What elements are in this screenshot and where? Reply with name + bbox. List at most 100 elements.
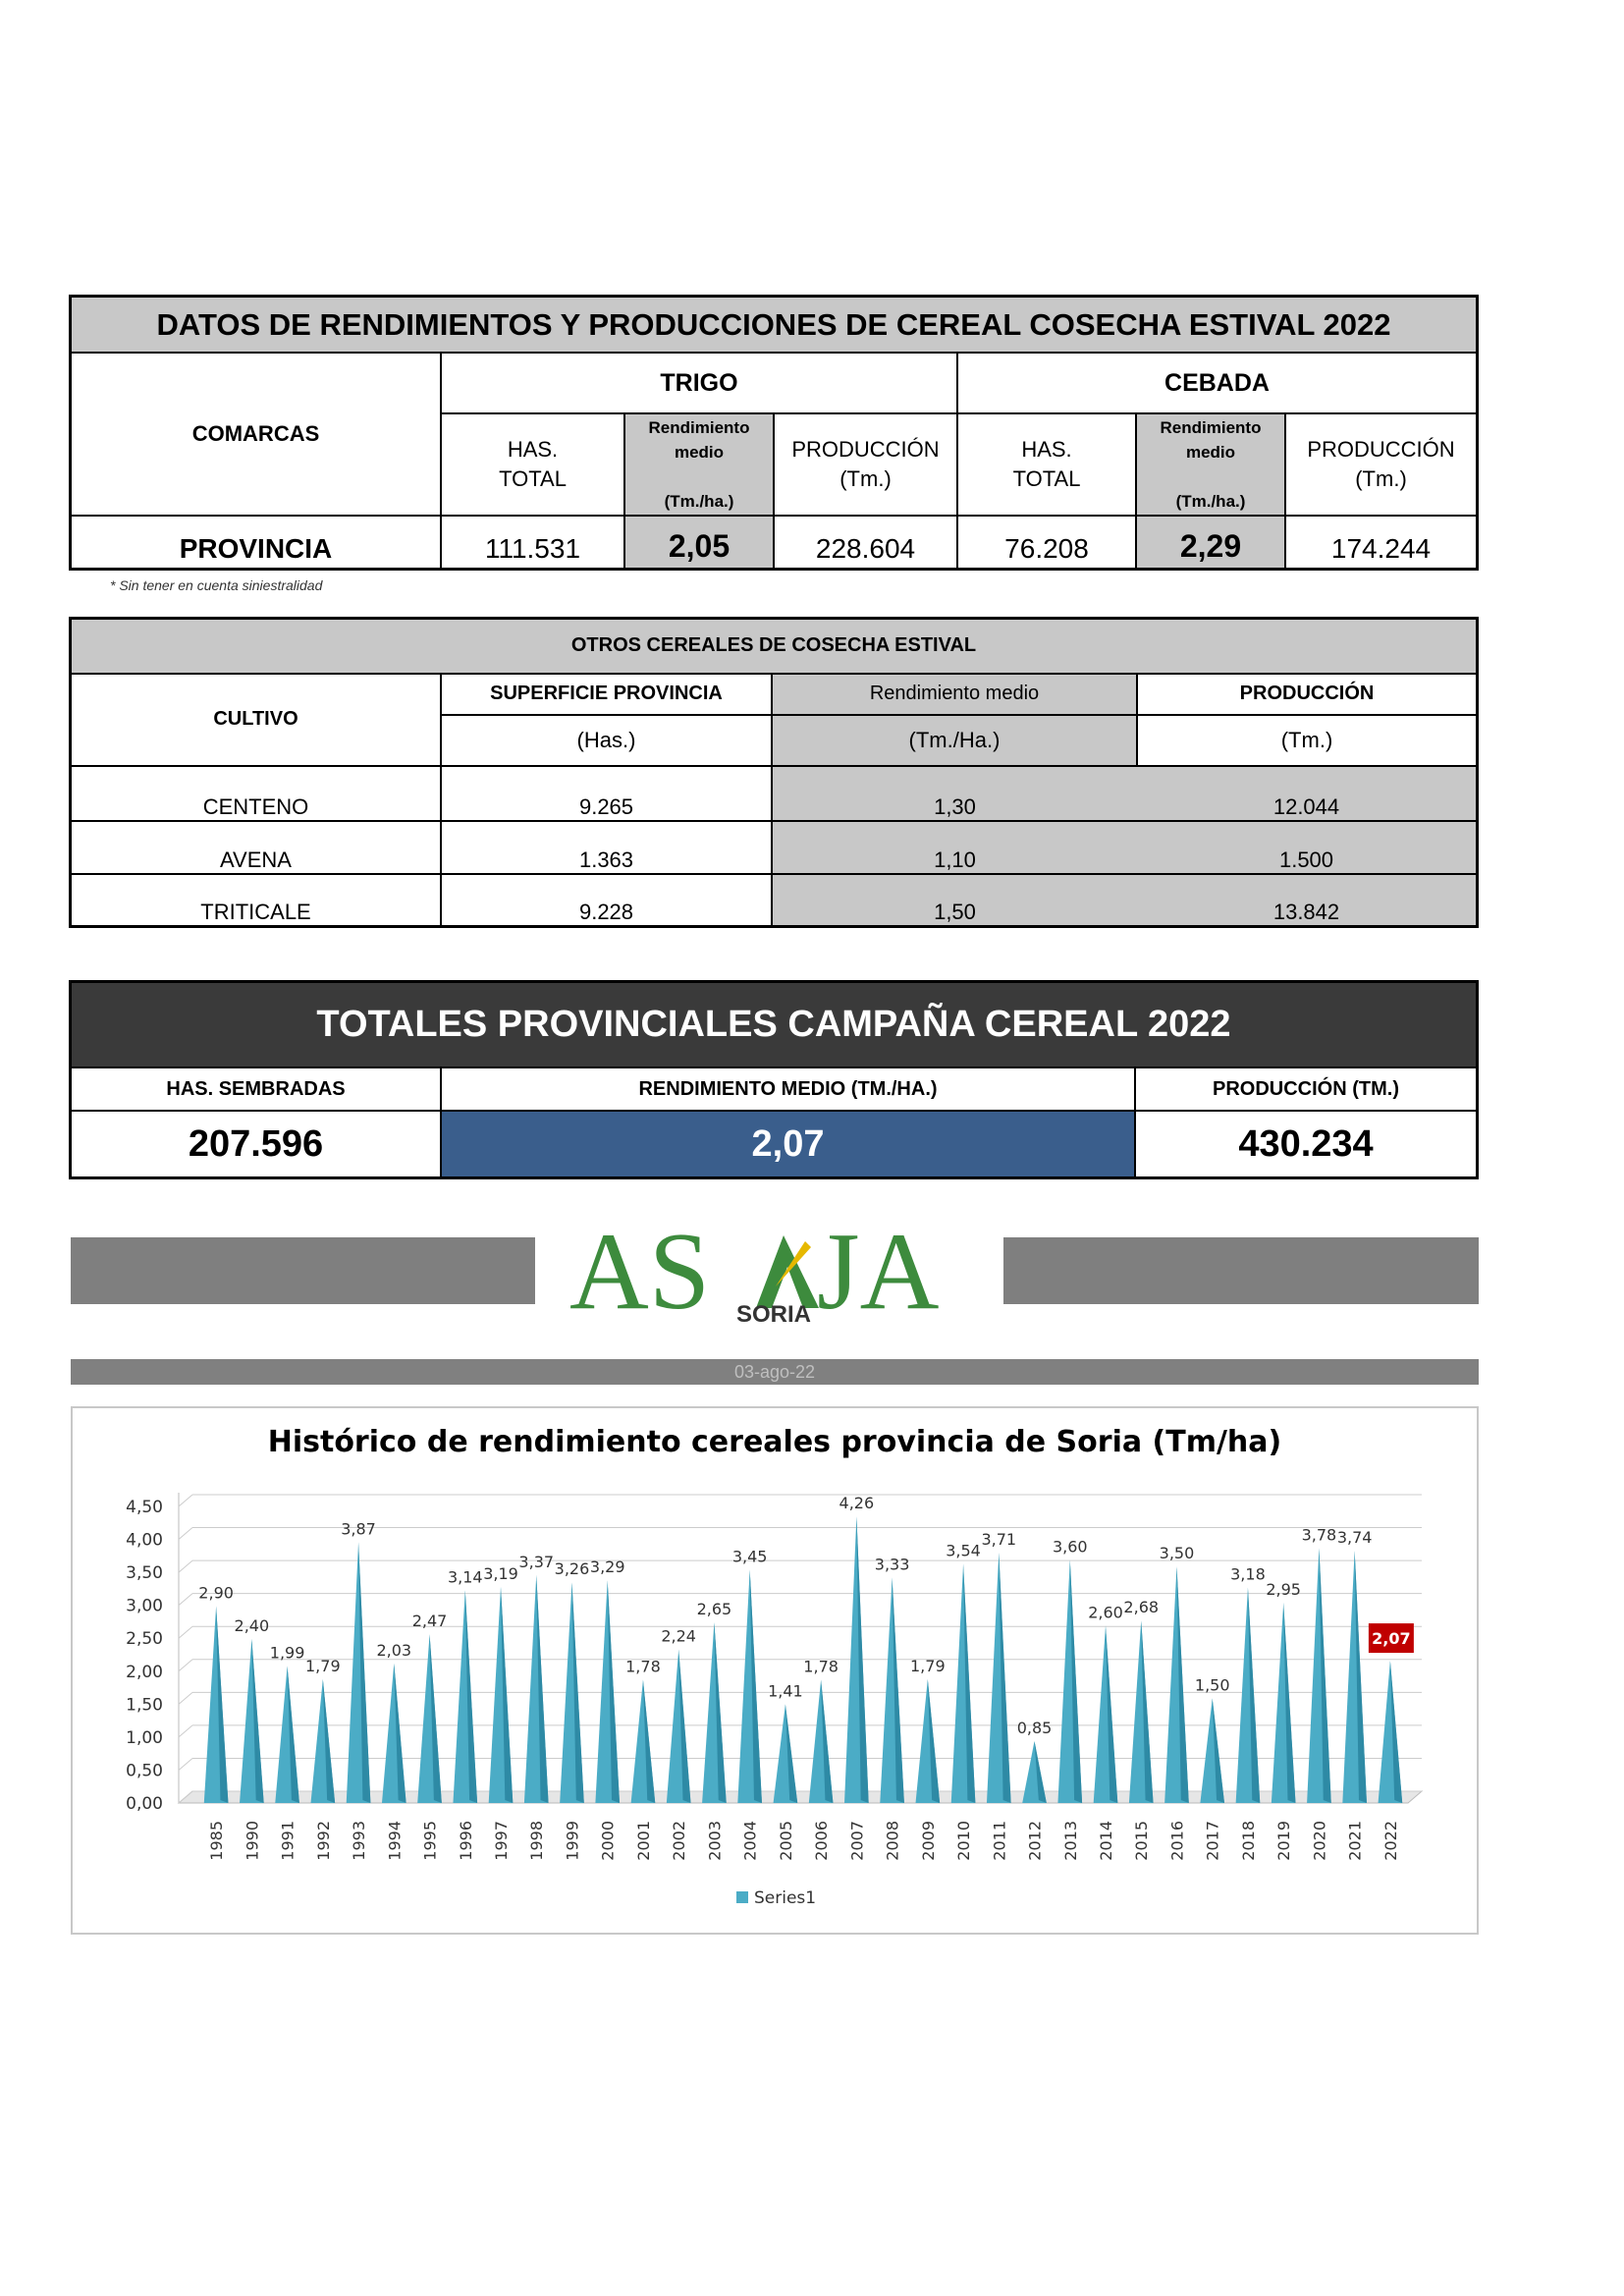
x-tick-label: 1997 <box>492 1821 511 1861</box>
superficie-cell: 1.363 <box>440 819 773 875</box>
x-tick-label: 2020 <box>1310 1821 1328 1861</box>
x-tick-label: 2017 <box>1204 1821 1222 1861</box>
data-label: 1,79 <box>910 1657 946 1675</box>
trigo-prod-value: 228.604 <box>773 515 958 570</box>
x-tick-label: 2003 <box>705 1821 724 1861</box>
chart-bar-shade <box>1389 1661 1403 1803</box>
produccion-total-header: PRODUCCIÓN (TM.) <box>1134 1066 1479 1112</box>
date-bar: 03-ago-22 <box>71 1359 1479 1385</box>
logo-text-right: JA <box>817 1218 940 1326</box>
produccion-cell: 1.500 <box>1137 819 1479 875</box>
chart-bar-shade <box>429 1634 442 1803</box>
grid-line-diag <box>178 1625 193 1639</box>
chart-bar-shade <box>394 1663 406 1803</box>
y-tick-label: 2,50 <box>126 1629 163 1649</box>
x-tick-label: 2006 <box>812 1821 831 1861</box>
data-label: 3,33 <box>875 1556 910 1574</box>
produccion-unit: (Tm.) <box>1136 713 1479 767</box>
chart-bar-shade <box>927 1678 941 1803</box>
provincia-label: PROVINCIA <box>69 515 442 570</box>
x-tick-label: 2019 <box>1274 1821 1293 1861</box>
x-tick-label: 2005 <box>777 1821 795 1861</box>
data-label: 2,40 <box>235 1616 270 1635</box>
cebada-rend-header: Rendimiento medio (Tm./ha.) <box>1135 412 1286 517</box>
y-tick-label: 3,50 <box>126 1563 163 1583</box>
rendimientos-table: DATOS DE RENDIMIENTOS Y PRODUCCIONES DE … <box>69 295 1479 571</box>
rendimiento-medio-value: 2,07 <box>440 1110 1136 1179</box>
chart-bar-shade <box>749 1569 762 1803</box>
chart-bar-shade <box>358 1542 371 1803</box>
chart-bar-shade <box>1319 1548 1331 1803</box>
chart-bar-shade <box>1283 1603 1296 1803</box>
x-tick-label: 1992 <box>314 1821 333 1861</box>
x-tick-label: 1996 <box>457 1821 475 1861</box>
trigo-has-value: 111.531 <box>440 515 625 570</box>
data-label: 2,24 <box>661 1627 696 1646</box>
otros-title: OTROS CEREALES DE COSECHA ESTIVAL <box>69 617 1479 675</box>
x-tick-label: 2002 <box>670 1821 688 1861</box>
rendimiento-header: Rendimiento medio <box>771 672 1138 716</box>
produccion-cell: 13.842 <box>1137 872 1479 928</box>
data-label: 1,78 <box>625 1658 661 1676</box>
chart-bar-shade <box>287 1666 299 1803</box>
data-label: 2,90 <box>198 1583 234 1602</box>
x-tick-label: 1998 <box>527 1821 546 1861</box>
data-label: 1,99 <box>270 1643 305 1662</box>
trigo-prod-header: PRODUCCIÓN (Tm.) <box>773 412 958 517</box>
y-tick-label: 4,00 <box>126 1531 163 1551</box>
data-label: 2,03 <box>376 1641 411 1660</box>
chart-bar-shade <box>678 1649 691 1803</box>
x-tick-label: 2010 <box>954 1821 973 1861</box>
logo-bar-right <box>1003 1237 1479 1304</box>
x-tick-label: 2004 <box>741 1821 760 1861</box>
data-label: 0,85 <box>1017 1719 1053 1737</box>
produccion-total-value: 430.234 <box>1134 1110 1479 1179</box>
data-label: 2,95 <box>1266 1580 1301 1599</box>
rendimiento-cell: 1,50 <box>771 872 1137 928</box>
x-tick-label: 2007 <box>847 1821 866 1861</box>
chart-bar-shade <box>892 1577 904 1803</box>
x-tick-label: 2015 <box>1132 1821 1151 1861</box>
y-tick-label: 2,00 <box>126 1663 163 1682</box>
table-title: DATOS DE RENDIMIENTOS Y PRODUCCIONES DE … <box>69 295 1479 354</box>
y-tick-label: 3,00 <box>126 1597 163 1616</box>
superficie-unit: (Has.) <box>440 713 773 767</box>
chart-bar-shade <box>714 1622 727 1803</box>
y-tick-label: 4,50 <box>126 1498 163 1517</box>
logo-text-left: AS <box>569 1218 710 1326</box>
y-tick-label: 0,50 <box>126 1761 163 1780</box>
data-label: 3,29 <box>590 1558 625 1576</box>
grid-line-diag <box>178 1724 193 1738</box>
rendimiento-cell: 1,30 <box>771 764 1137 822</box>
chart-bar-shade <box>1247 1587 1261 1803</box>
x-tick-label: 2000 <box>599 1821 618 1861</box>
superficie-cell: 9.228 <box>440 872 773 928</box>
otros-cereales-table: OTROS CEREALES DE COSECHA ESTIVAL CULTIV… <box>69 617 1479 928</box>
chart-bar-shade <box>856 1516 869 1803</box>
highlight-label-box <box>1368 1623 1414 1654</box>
totales-title: TOTALES PROVINCIALES CAMPAÑA CEREAL 2022 <box>69 980 1479 1068</box>
logo-a-shape <box>756 1235 819 1308</box>
logo-wheat-icon <box>776 1241 811 1286</box>
data-label: 2,60 <box>1088 1604 1123 1622</box>
superficie-header: SUPERFICIE PROVINCIA <box>440 672 773 716</box>
has-sembradas-value: 207.596 <box>69 1110 442 1179</box>
data-label: 3,87 <box>341 1519 376 1538</box>
data-label: 1,41 <box>768 1681 803 1700</box>
data-label: 3,54 <box>946 1541 981 1559</box>
x-tick-label: 2014 <box>1097 1821 1115 1861</box>
chart-title: Histórico de rendimiento cereales provin… <box>268 1425 1282 1459</box>
comarcas-header: COMARCAS <box>69 352 442 517</box>
yield-chart: Histórico de rendimiento cereales provin… <box>126 1425 1424 1908</box>
chart-bar-shade <box>536 1574 549 1803</box>
data-label: 2,07 <box>1372 1629 1410 1648</box>
grid-line-diag <box>178 1559 193 1573</box>
cebada-has-value: 76.208 <box>956 515 1137 570</box>
data-label: 2,65 <box>697 1600 732 1618</box>
superficie-cell: 9.265 <box>440 764 773 822</box>
cebada-prod-header: PRODUCCIÓN (Tm.) <box>1284 412 1479 517</box>
data-label: 4,26 <box>839 1494 875 1512</box>
grid-line-diag <box>178 1494 193 1507</box>
chart-bar-shade <box>963 1563 976 1803</box>
y-tick-label: 1,50 <box>126 1695 163 1715</box>
